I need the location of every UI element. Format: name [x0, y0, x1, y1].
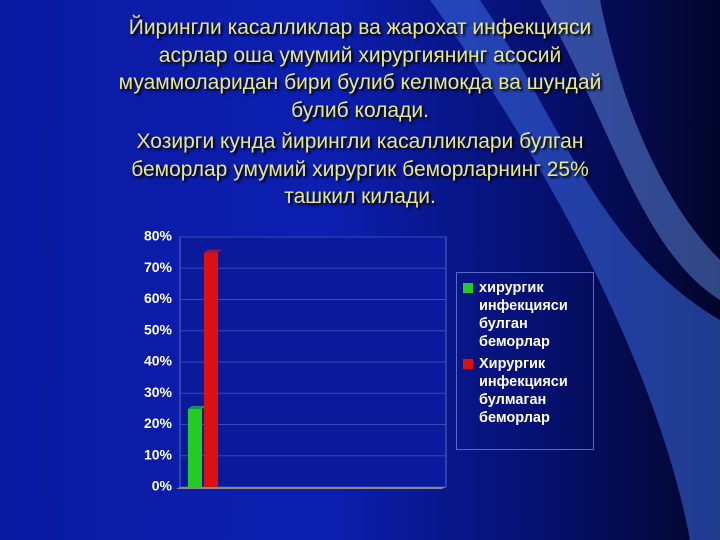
- y-tick-label: 20%: [144, 415, 173, 431]
- title-line: Йирингли касалликлар ва жарохат инфекция…: [128, 16, 592, 39]
- legend-label: хирургик инфекцияси булган беморлар: [479, 280, 568, 350]
- y-tick-label: 30%: [144, 384, 173, 400]
- legend-swatch: [463, 359, 473, 369]
- bar: [188, 408, 202, 487]
- y-tick-label: 70%: [144, 259, 173, 275]
- y-tick-label: 80%: [144, 228, 173, 244]
- title-line: беморлар умумий хирургик беморларнинг 25…: [131, 157, 589, 181]
- bar-top: [188, 405, 206, 409]
- legend-item: хирургик инфекцияси булган беморлар: [463, 279, 591, 351]
- y-tick-label: 10%: [144, 446, 173, 462]
- title-line: Хозирги кунда йирингли касалликлари булг…: [136, 130, 584, 153]
- title-line: муаммоларидан бири булиб келмокда ва шун…: [118, 71, 602, 94]
- legend-item: Хирургик инфекцияси булмаган беморлар: [463, 355, 591, 427]
- legend: хирургик инфекцияси булган беморлар Хирур…: [456, 272, 594, 450]
- floor: [176, 487, 446, 489]
- title-line: ташкил килади.: [284, 185, 436, 208]
- y-tick-label: 0%: [152, 478, 173, 494]
- bar-top: [204, 249, 222, 253]
- title-line: асрлар оша умумий хирургиянинг асосий: [158, 43, 562, 67]
- title-line: булиб колади.: [291, 98, 429, 122]
- legend-label: Хирургик инфекцияси булмаган беморлар: [479, 356, 568, 426]
- y-tick-label: 40%: [144, 353, 173, 369]
- bar: [204, 252, 218, 487]
- y-tick-label: 60%: [144, 290, 173, 306]
- y-tick-label: 50%: [144, 321, 173, 337]
- legend-swatch: [463, 283, 473, 293]
- title: Йирингли касалликлар ва жарохат инфекция…: [0, 14, 720, 211]
